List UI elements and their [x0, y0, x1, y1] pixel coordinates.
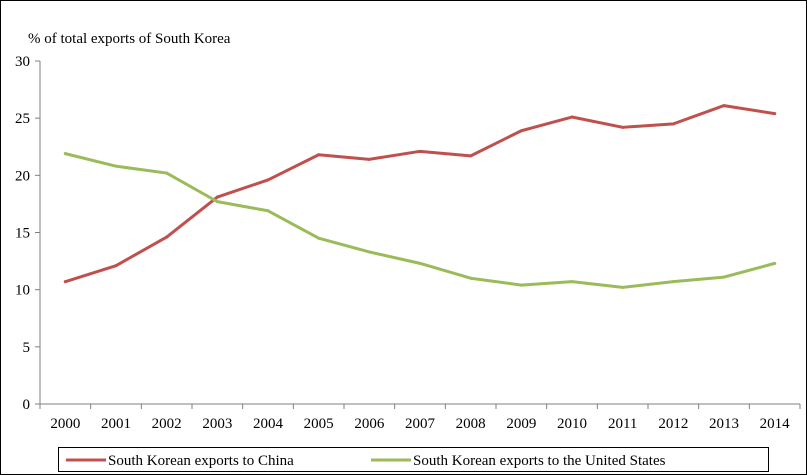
data-point — [266, 209, 270, 213]
legend-item: South Korean exports to China — [66, 453, 294, 469]
data-point — [114, 164, 118, 168]
data-point — [418, 261, 422, 265]
legend-label: South Korean exports to the United State… — [413, 453, 666, 469]
x-tick-label: 2004 — [253, 416, 284, 432]
legend-item: South Korean exports to the United State… — [371, 453, 666, 469]
data-point — [519, 283, 523, 287]
y-tick-label: 20 — [15, 168, 30, 184]
data-point — [519, 129, 523, 133]
legend: South Korean exports to China South Korea… — [66, 453, 666, 469]
legend-box — [58, 447, 769, 472]
y-tick-label: 0 — [23, 397, 31, 413]
data-point — [418, 149, 422, 153]
data-point — [469, 154, 473, 158]
x-tick-label: 2005 — [304, 416, 334, 432]
data-point — [722, 275, 726, 279]
y-tick-label: 30 — [15, 54, 30, 70]
series-1 — [63, 152, 777, 289]
x-tick-label: 2003 — [202, 416, 232, 432]
data-point — [621, 285, 625, 289]
legend-label: South Korean exports to China — [108, 453, 294, 469]
series-layer — [63, 104, 777, 289]
data-point — [317, 236, 321, 240]
x-tick-label: 2014 — [760, 416, 791, 432]
data-point — [367, 250, 371, 254]
x-tick-label: 2008 — [456, 416, 486, 432]
data-point — [469, 276, 473, 280]
data-point — [367, 157, 371, 161]
series-0 — [63, 104, 777, 284]
chart-title: % of total exports of South Korea — [28, 31, 231, 47]
x-tick-label: 2012 — [658, 416, 688, 432]
data-point — [165, 235, 169, 239]
data-point — [570, 280, 574, 284]
data-point — [215, 195, 219, 199]
data-point — [671, 122, 675, 126]
y-tick-label: 25 — [15, 111, 30, 127]
x-tick-label: 2009 — [506, 416, 536, 432]
data-point — [317, 153, 321, 157]
x-tick-label: 2010 — [557, 416, 587, 432]
x-tick-label: 2000 — [50, 416, 80, 432]
y-tick-label: 10 — [15, 283, 30, 299]
data-point — [63, 280, 67, 284]
data-point — [266, 178, 270, 182]
data-point — [114, 264, 118, 268]
data-point — [63, 152, 67, 156]
x-tick-label: 2013 — [709, 416, 739, 432]
data-point — [621, 125, 625, 129]
data-point — [773, 112, 777, 116]
data-point — [570, 115, 574, 119]
x-tick-label: 2002 — [152, 416, 182, 432]
data-point — [165, 171, 169, 175]
x-tick-label: 2011 — [608, 416, 637, 432]
data-point — [722, 104, 726, 108]
axes: 0 5 10 15 20 25 30 2000 2001 2002 2003 2004 2005 2006… — [15, 54, 801, 432]
data-point — [671, 280, 675, 284]
x-tick-label: 2006 — [354, 416, 385, 432]
x-tick-label: 2007 — [405, 416, 436, 432]
y-tick-label: 15 — [15, 226, 30, 242]
data-point — [773, 261, 777, 265]
data-point — [215, 200, 219, 204]
y-tick-label: 5 — [23, 340, 31, 356]
x-tick-label: 2001 — [101, 416, 131, 432]
